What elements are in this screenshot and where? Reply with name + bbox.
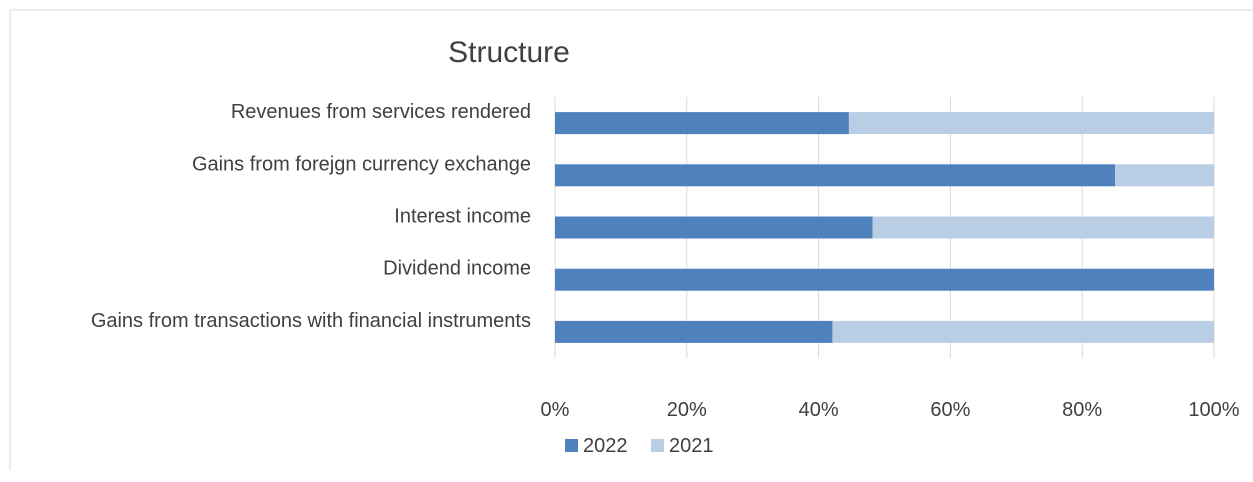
legend: 2022 2021 xyxy=(565,435,714,457)
x-tick-label: 100% xyxy=(1188,399,1239,421)
category-labels: Revenues from services rendered Gains fro… xyxy=(91,101,531,332)
chart-title: Structure xyxy=(448,36,570,69)
x-tick-labels: 0% 20% 40% 60% 80% 100% xyxy=(541,399,1240,421)
category-label: Dividend income xyxy=(383,258,531,280)
category-label: Gains from forejgn currency exchange xyxy=(192,153,531,175)
bar-segment xyxy=(555,268,1214,291)
x-tick-label: 80% xyxy=(1062,399,1102,421)
bar-segment xyxy=(555,320,833,343)
legend-label: 2022 xyxy=(583,435,628,457)
category-label: Revenues from services rendered xyxy=(231,101,531,123)
x-tick-label: 40% xyxy=(799,399,839,421)
bar-segment xyxy=(848,112,1214,135)
bar-segment xyxy=(555,164,1116,187)
bar-segment xyxy=(555,216,873,239)
category-label: Interest income xyxy=(394,206,531,228)
bar-segment xyxy=(555,112,849,135)
bar-segment xyxy=(872,216,1214,239)
x-tick-label: 60% xyxy=(930,399,970,421)
category-label: Gains from transactions with financial i… xyxy=(91,310,531,332)
legend-swatch xyxy=(565,439,578,452)
bars xyxy=(555,112,1214,343)
legend-swatch xyxy=(651,439,664,452)
x-tick-label: 20% xyxy=(667,399,707,421)
legend-label: 2021 xyxy=(669,435,714,457)
bar-segment xyxy=(832,320,1214,343)
x-tick-label: 0% xyxy=(541,399,570,421)
bar-segment xyxy=(1115,164,1214,187)
